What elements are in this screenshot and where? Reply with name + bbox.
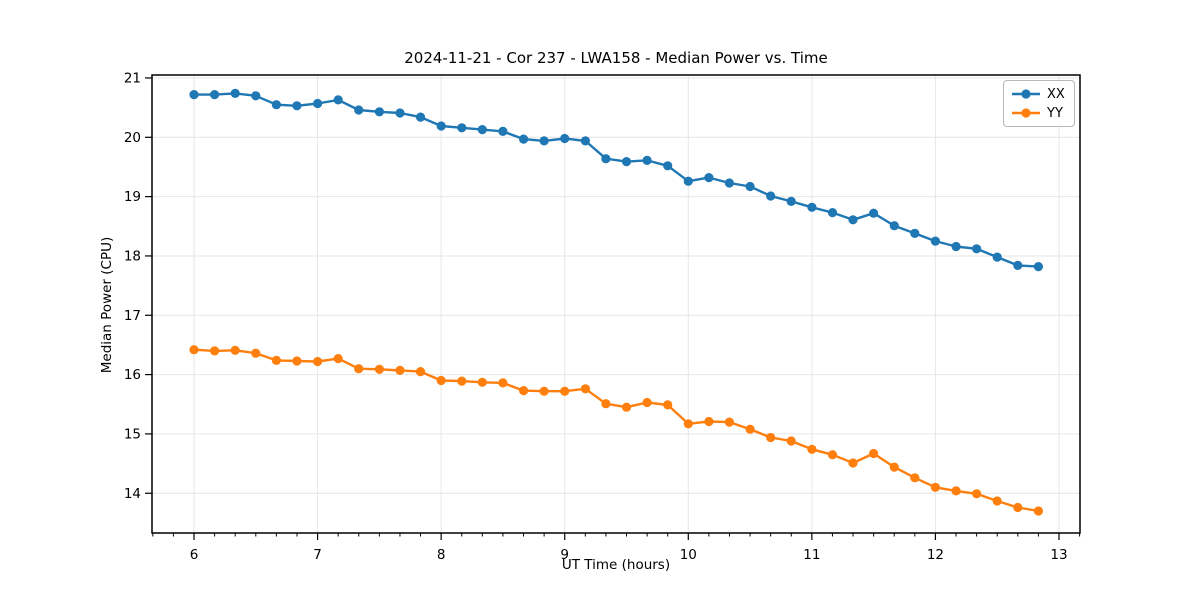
svg-text:18: 18 xyxy=(124,248,141,264)
series-XX-markers xyxy=(189,88,1043,272)
series-XX-line xyxy=(194,92,1039,268)
svg-text:6: 6 xyxy=(190,547,199,563)
x-axis-label: UT Time (hours) xyxy=(561,557,671,573)
svg-text:14: 14 xyxy=(124,486,141,502)
series-YY-line xyxy=(193,348,1039,513)
y-gridlines xyxy=(152,77,1080,494)
legend: XX YY xyxy=(1003,80,1075,127)
svg-text:13: 13 xyxy=(1050,547,1067,563)
svg-text:8: 8 xyxy=(437,547,446,563)
svg-text:9: 9 xyxy=(560,547,569,563)
x-major-ticks xyxy=(193,533,1060,540)
svg-text:20: 20 xyxy=(124,130,141,146)
svg-text:10: 10 xyxy=(680,547,697,563)
y-major-ticks xyxy=(145,77,152,494)
svg-text:7: 7 xyxy=(313,547,322,563)
legend-entry-yy: YY xyxy=(1011,104,1065,122)
chart-title: 2024-11-21 - Cor 237 - LWA158 - Median P… xyxy=(404,49,828,67)
legend-line-marker-icon xyxy=(1012,108,1040,118)
legend-label: YY xyxy=(1047,105,1063,121)
svg-text:11: 11 xyxy=(803,547,820,563)
series-YY-markers xyxy=(189,345,1043,516)
legend-line-marker-icon xyxy=(1012,89,1040,99)
x-minor-ticks xyxy=(152,533,1081,537)
legend-entry-xx: XX xyxy=(1011,85,1065,103)
svg-text:17: 17 xyxy=(124,308,141,324)
legend-label: XX xyxy=(1047,86,1065,102)
svg-text:19: 19 xyxy=(124,189,141,205)
plot-border xyxy=(151,74,1081,534)
svg-text:16: 16 xyxy=(124,367,141,383)
svg-text:15: 15 xyxy=(124,426,141,442)
y-axis-label: Median Power (CPU) xyxy=(99,236,115,374)
x-tick-labels: 6 7 8 9 10 11 12 13 xyxy=(190,547,1068,563)
svg-text:21: 21 xyxy=(124,70,141,86)
y-tick-labels: 14 15 16 17 18 19 20 21 xyxy=(124,70,141,501)
x-gridlines xyxy=(193,75,1060,533)
svg-text:12: 12 xyxy=(927,547,944,563)
